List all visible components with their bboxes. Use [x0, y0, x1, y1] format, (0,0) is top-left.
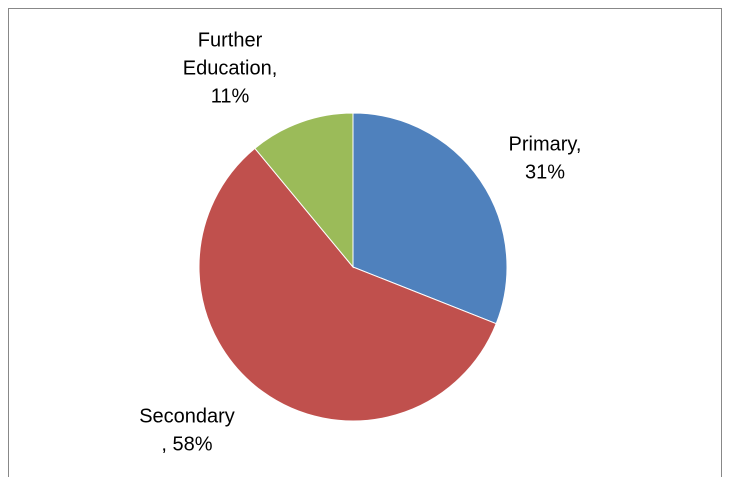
data-label: 31%: [525, 161, 565, 183]
data-label: , 58%: [161, 433, 212, 455]
data-label: Primary,: [509, 133, 582, 155]
pie-slice: [254, 112, 354, 269]
pie-slice: [198, 147, 497, 422]
data-label: Further: [198, 29, 263, 51]
data-label: Secondary: [139, 405, 235, 427]
data-label: Education,: [183, 57, 278, 79]
data-label: 11%: [211, 85, 250, 107]
pie-slice: [352, 112, 508, 325]
